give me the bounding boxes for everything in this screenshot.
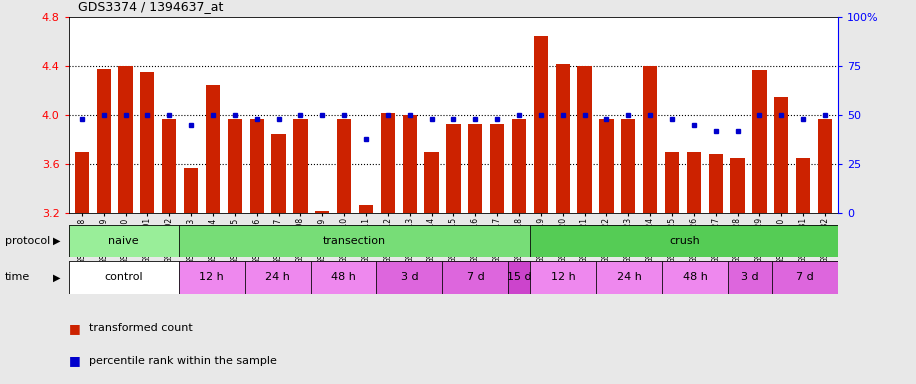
Bar: [140, 72, 155, 213]
Text: 24 h: 24 h: [616, 272, 642, 283]
Bar: [577, 66, 592, 213]
Text: 3 d: 3 d: [741, 272, 759, 283]
Bar: [69, 225, 179, 257]
Bar: [596, 261, 662, 294]
Text: GDS3374 / 1394637_at: GDS3374 / 1394637_at: [78, 0, 224, 13]
Bar: [249, 119, 264, 213]
Bar: [179, 261, 245, 294]
Bar: [442, 261, 508, 294]
Text: 7 d: 7 d: [466, 272, 485, 283]
Bar: [69, 261, 179, 294]
Text: ■: ■: [69, 354, 81, 367]
Text: transection: transection: [323, 236, 386, 246]
Bar: [315, 211, 330, 213]
Bar: [468, 124, 483, 213]
Bar: [752, 70, 767, 213]
Bar: [75, 152, 89, 213]
Bar: [381, 113, 395, 213]
Bar: [796, 158, 811, 213]
Bar: [293, 119, 308, 213]
Bar: [534, 36, 548, 213]
Text: 12 h: 12 h: [199, 272, 224, 283]
Bar: [245, 261, 311, 294]
Bar: [184, 168, 198, 213]
Bar: [621, 119, 636, 213]
Bar: [530, 261, 596, 294]
Text: ▶: ▶: [53, 272, 60, 283]
Bar: [599, 119, 614, 213]
Bar: [337, 119, 351, 213]
Text: 48 h: 48 h: [682, 272, 708, 283]
Bar: [662, 261, 728, 294]
Bar: [206, 84, 220, 213]
Text: 12 h: 12 h: [551, 272, 576, 283]
Text: 7 d: 7 d: [796, 272, 814, 283]
Text: 48 h: 48 h: [331, 272, 356, 283]
Bar: [376, 261, 442, 294]
Bar: [508, 261, 530, 294]
Text: 24 h: 24 h: [265, 272, 290, 283]
Bar: [730, 158, 745, 213]
Bar: [162, 119, 177, 213]
Text: naive: naive: [108, 236, 139, 246]
Bar: [643, 66, 658, 213]
Bar: [512, 119, 526, 213]
Bar: [118, 66, 133, 213]
Bar: [359, 205, 373, 213]
Bar: [774, 97, 789, 213]
Text: 15 d: 15 d: [507, 272, 531, 283]
Bar: [665, 152, 679, 213]
Text: transformed count: transformed count: [89, 323, 192, 333]
Bar: [179, 225, 530, 257]
Bar: [490, 124, 504, 213]
Text: ▶: ▶: [53, 236, 60, 246]
Bar: [818, 119, 832, 213]
Bar: [728, 261, 772, 294]
Text: time: time: [5, 272, 30, 283]
Text: crush: crush: [669, 236, 700, 246]
Bar: [271, 134, 286, 213]
Bar: [403, 115, 417, 213]
Text: ■: ■: [69, 322, 81, 335]
Text: 3 d: 3 d: [400, 272, 419, 283]
Bar: [96, 69, 111, 213]
Bar: [424, 152, 439, 213]
Text: percentile rank within the sample: percentile rank within the sample: [89, 356, 277, 366]
Bar: [687, 152, 701, 213]
Bar: [772, 261, 838, 294]
Bar: [556, 64, 570, 213]
Bar: [709, 154, 723, 213]
Bar: [311, 261, 376, 294]
Bar: [446, 124, 461, 213]
Text: protocol: protocol: [5, 236, 49, 246]
Bar: [228, 119, 242, 213]
Text: control: control: [104, 272, 143, 283]
Bar: [530, 225, 838, 257]
